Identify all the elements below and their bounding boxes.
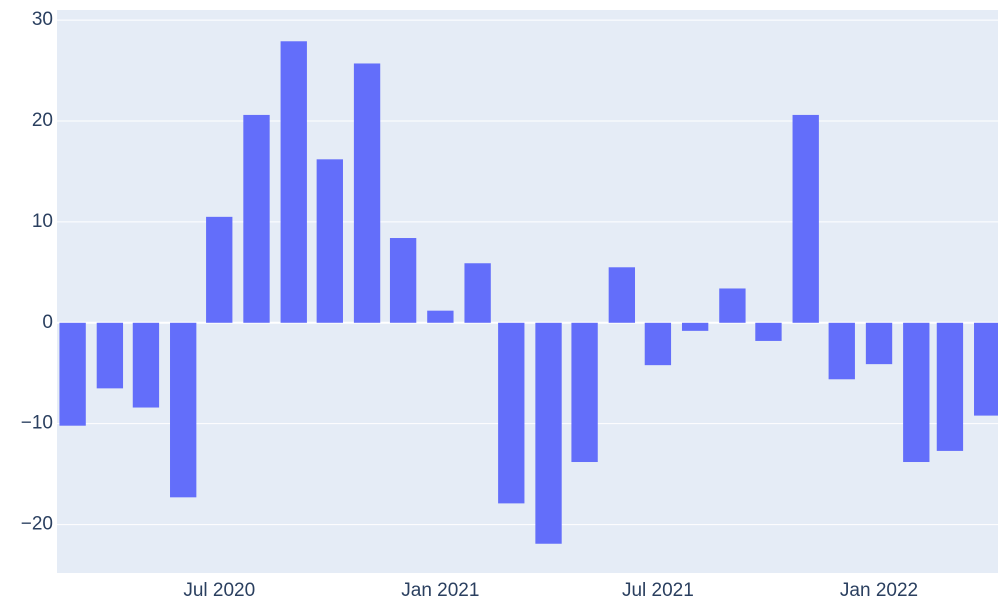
bar — [974, 322, 998, 416]
bar — [644, 322, 672, 366]
bar — [427, 310, 454, 323]
bar — [681, 322, 709, 331]
bars — [59, 41, 998, 544]
bar — [865, 322, 893, 365]
bar — [755, 322, 782, 341]
bar — [353, 63, 381, 323]
bar — [280, 41, 307, 323]
bar — [206, 216, 233, 323]
plot-area — [57, 10, 998, 573]
bar — [464, 263, 491, 323]
x-tick-label: Jul 2021 — [622, 580, 694, 601]
bar — [828, 322, 855, 380]
bar — [59, 322, 86, 426]
bar — [498, 322, 525, 504]
bar — [243, 114, 270, 323]
bar — [535, 322, 562, 544]
y-tick-label: 30 — [32, 9, 53, 30]
bar — [792, 114, 819, 323]
bar — [316, 159, 343, 323]
y-tick-label: −20 — [21, 514, 53, 535]
bar — [719, 288, 746, 323]
bar — [608, 267, 636, 323]
bar — [571, 322, 598, 463]
y-tick-label: 20 — [32, 110, 53, 131]
y-tick-label: −10 — [21, 413, 53, 434]
labels: −20 −10 0 10 20 30 Jul 2020 Jan 2021 Jul 2021 Jan… — [21, 9, 918, 601]
x-tick-label: Jan 2021 — [401, 580, 479, 601]
bar — [389, 238, 417, 323]
bar — [170, 322, 197, 498]
bar — [132, 322, 160, 408]
x-tick-label: Jan 2022 — [840, 580, 918, 601]
bar — [96, 322, 124, 389]
bar — [936, 322, 964, 451]
y-tick-label: 10 — [32, 211, 53, 232]
x-tick-label: Jul 2020 — [183, 580, 255, 601]
y-tick-label: 0 — [42, 312, 53, 333]
bar — [903, 322, 930, 463]
